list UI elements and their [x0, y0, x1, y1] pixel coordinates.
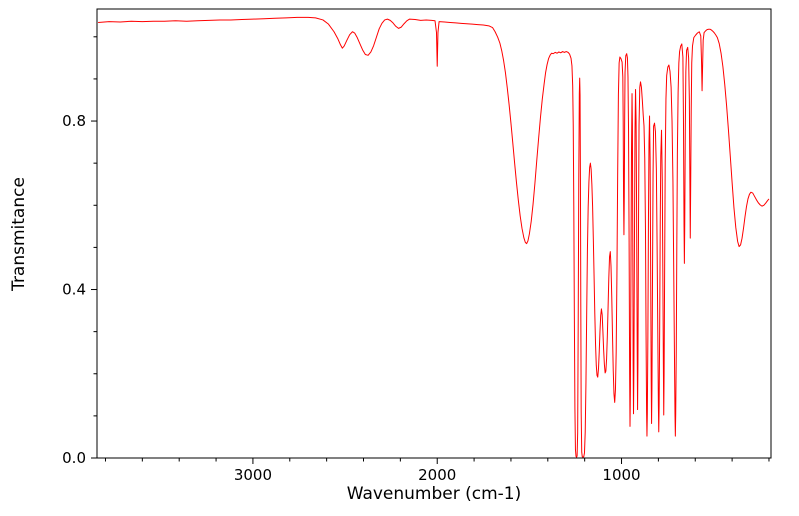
axis-labels-layer: Wavenumber (cm-1) Transmitance [9, 177, 521, 504]
x-tick-label: 1000 [602, 466, 640, 484]
spectrum-line [98, 16, 770, 458]
y-tick-label: 0.4 [62, 281, 86, 299]
x-tick-label: 3000 [234, 466, 272, 484]
axes-layer: 3000 2000 1000 0.0 0.4 0.8 [62, 8, 772, 484]
spectrum-line-layer [98, 16, 770, 458]
x-axis-label: Wavenumber (cm-1) [347, 484, 522, 504]
y-tick-label: 0.0 [62, 449, 86, 467]
plot-border [96, 8, 772, 459]
y-tick-label: 0.8 [62, 112, 86, 130]
y-axis-label: Transmitance [9, 177, 29, 292]
x-tick-label: 2000 [418, 466, 456, 484]
